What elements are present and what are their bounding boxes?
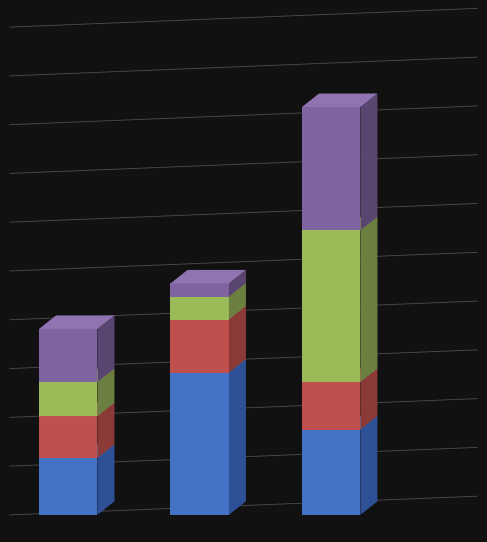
Polygon shape [302, 230, 360, 382]
Polygon shape [97, 444, 114, 515]
Polygon shape [302, 217, 377, 230]
Polygon shape [39, 329, 97, 382]
Polygon shape [229, 283, 246, 320]
Polygon shape [39, 416, 97, 458]
Polygon shape [97, 369, 114, 416]
Polygon shape [39, 369, 114, 382]
Polygon shape [302, 107, 360, 230]
Polygon shape [39, 403, 114, 416]
Polygon shape [360, 416, 377, 515]
Polygon shape [302, 429, 360, 515]
Polygon shape [229, 306, 246, 373]
Polygon shape [302, 369, 377, 382]
Polygon shape [170, 320, 229, 373]
Polygon shape [170, 283, 246, 297]
Polygon shape [229, 270, 246, 297]
Polygon shape [39, 458, 97, 515]
Polygon shape [39, 315, 114, 329]
Polygon shape [302, 382, 360, 429]
Polygon shape [170, 306, 246, 320]
Polygon shape [302, 93, 377, 107]
Polygon shape [170, 283, 229, 297]
Polygon shape [170, 373, 229, 515]
Polygon shape [170, 270, 246, 283]
Polygon shape [360, 217, 377, 382]
Polygon shape [360, 369, 377, 429]
Polygon shape [170, 359, 246, 373]
Polygon shape [360, 93, 377, 230]
Polygon shape [170, 297, 229, 320]
Polygon shape [39, 444, 114, 458]
Polygon shape [302, 416, 377, 429]
Polygon shape [97, 315, 114, 382]
Polygon shape [229, 359, 246, 515]
Polygon shape [39, 382, 97, 416]
Polygon shape [97, 403, 114, 458]
